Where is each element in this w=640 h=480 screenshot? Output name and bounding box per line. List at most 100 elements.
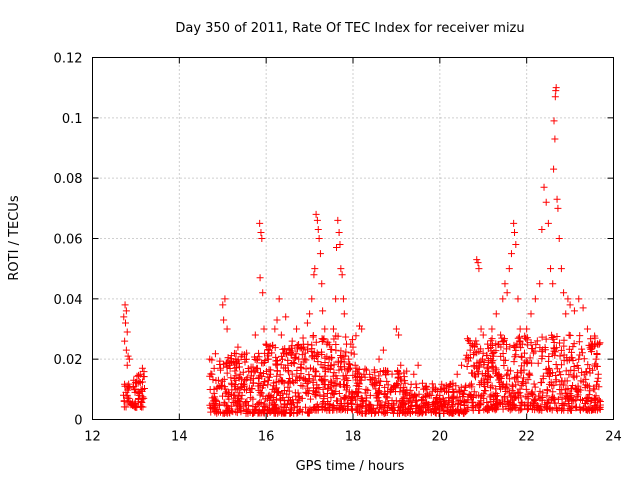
data-point: [550, 396, 558, 404]
data-point: [570, 363, 578, 371]
data-point: [268, 349, 276, 357]
data-point: [349, 390, 357, 398]
data-point: [274, 408, 282, 416]
data-point: [517, 392, 525, 400]
data-point: [497, 343, 505, 351]
data-point: [135, 371, 143, 379]
data-point: [518, 353, 526, 361]
data-point: [353, 379, 361, 387]
data-point: [468, 380, 476, 388]
data-point: [265, 376, 273, 384]
data-point: [397, 361, 405, 369]
data-point: [352, 332, 360, 340]
data-point: [488, 382, 496, 390]
data-point: [123, 328, 131, 336]
data-point: [312, 210, 320, 218]
y-tick-label: 0.06: [54, 233, 83, 248]
data-point: [512, 241, 520, 249]
data-point: [310, 271, 318, 279]
data-point: [440, 397, 448, 405]
data-point: [342, 333, 350, 341]
data-point: [560, 336, 568, 344]
data-point: [558, 394, 566, 402]
data-point: [297, 364, 305, 372]
data-point: [447, 409, 455, 417]
data-point: [524, 390, 532, 398]
data-point: [284, 396, 292, 404]
data-point: [281, 400, 289, 408]
data-point: [263, 405, 271, 413]
data-point: [516, 325, 524, 333]
data-point: [280, 386, 288, 394]
data-point: [484, 378, 492, 386]
data-point: [557, 265, 565, 273]
data-point: [273, 367, 281, 375]
data-point: [266, 373, 274, 381]
data-point: [466, 346, 474, 354]
data-point: [556, 381, 564, 389]
data-point: [348, 336, 356, 344]
data-point: [296, 405, 304, 413]
data-point: [285, 374, 293, 382]
data-point: [304, 384, 312, 392]
data-point: [339, 381, 347, 389]
data-point: [348, 405, 356, 413]
data-point: [499, 400, 507, 408]
data-point: [527, 339, 535, 347]
data-point: [313, 349, 321, 357]
data-point: [366, 376, 374, 384]
data-point: [501, 280, 509, 288]
data-point: [139, 393, 147, 401]
data-point: [217, 381, 225, 389]
data-point: [419, 402, 427, 410]
data-point: [560, 289, 568, 297]
data-point: [524, 406, 532, 414]
data-point: [544, 219, 552, 227]
data-point: [549, 280, 557, 288]
data-point: [384, 404, 392, 412]
data-point: [256, 398, 264, 406]
data-point: [371, 368, 379, 376]
data-point: [382, 393, 390, 401]
data-point: [269, 385, 277, 393]
data-point: [518, 340, 526, 348]
data-point: [485, 405, 493, 413]
y-tick-label: 0.02: [54, 353, 83, 368]
data-point: [398, 400, 406, 408]
data-point: [332, 332, 340, 340]
data-point: [253, 365, 261, 373]
data-point: [138, 364, 146, 372]
data-point: [245, 384, 253, 392]
data-point: [383, 377, 391, 385]
data-point: [459, 409, 467, 417]
data-point: [510, 358, 518, 366]
data-point: [256, 219, 264, 227]
data-point: [256, 274, 264, 282]
data-point: [565, 345, 573, 353]
data-point: [309, 376, 317, 384]
data-point: [122, 346, 130, 354]
data-point: [531, 396, 539, 404]
data-point: [121, 319, 129, 327]
data-point: [394, 374, 402, 382]
data-point: [562, 395, 570, 403]
data-point: [575, 295, 583, 303]
data-point: [507, 250, 515, 258]
data-point: [261, 378, 269, 386]
data-point: [125, 394, 133, 402]
data-point: [208, 370, 216, 378]
data-point: [332, 387, 340, 395]
data-point: [503, 289, 511, 297]
data-point: [536, 280, 544, 288]
data-point: [251, 331, 259, 339]
data-point: [453, 370, 461, 378]
data-point: [502, 384, 510, 392]
data-point: [550, 338, 558, 346]
data-point: [277, 331, 285, 339]
data-point: [227, 402, 235, 410]
data-point: [259, 359, 267, 367]
data-point: [223, 402, 231, 410]
data-point: [538, 348, 546, 356]
data-point: [399, 408, 407, 416]
data-point: [584, 361, 592, 369]
